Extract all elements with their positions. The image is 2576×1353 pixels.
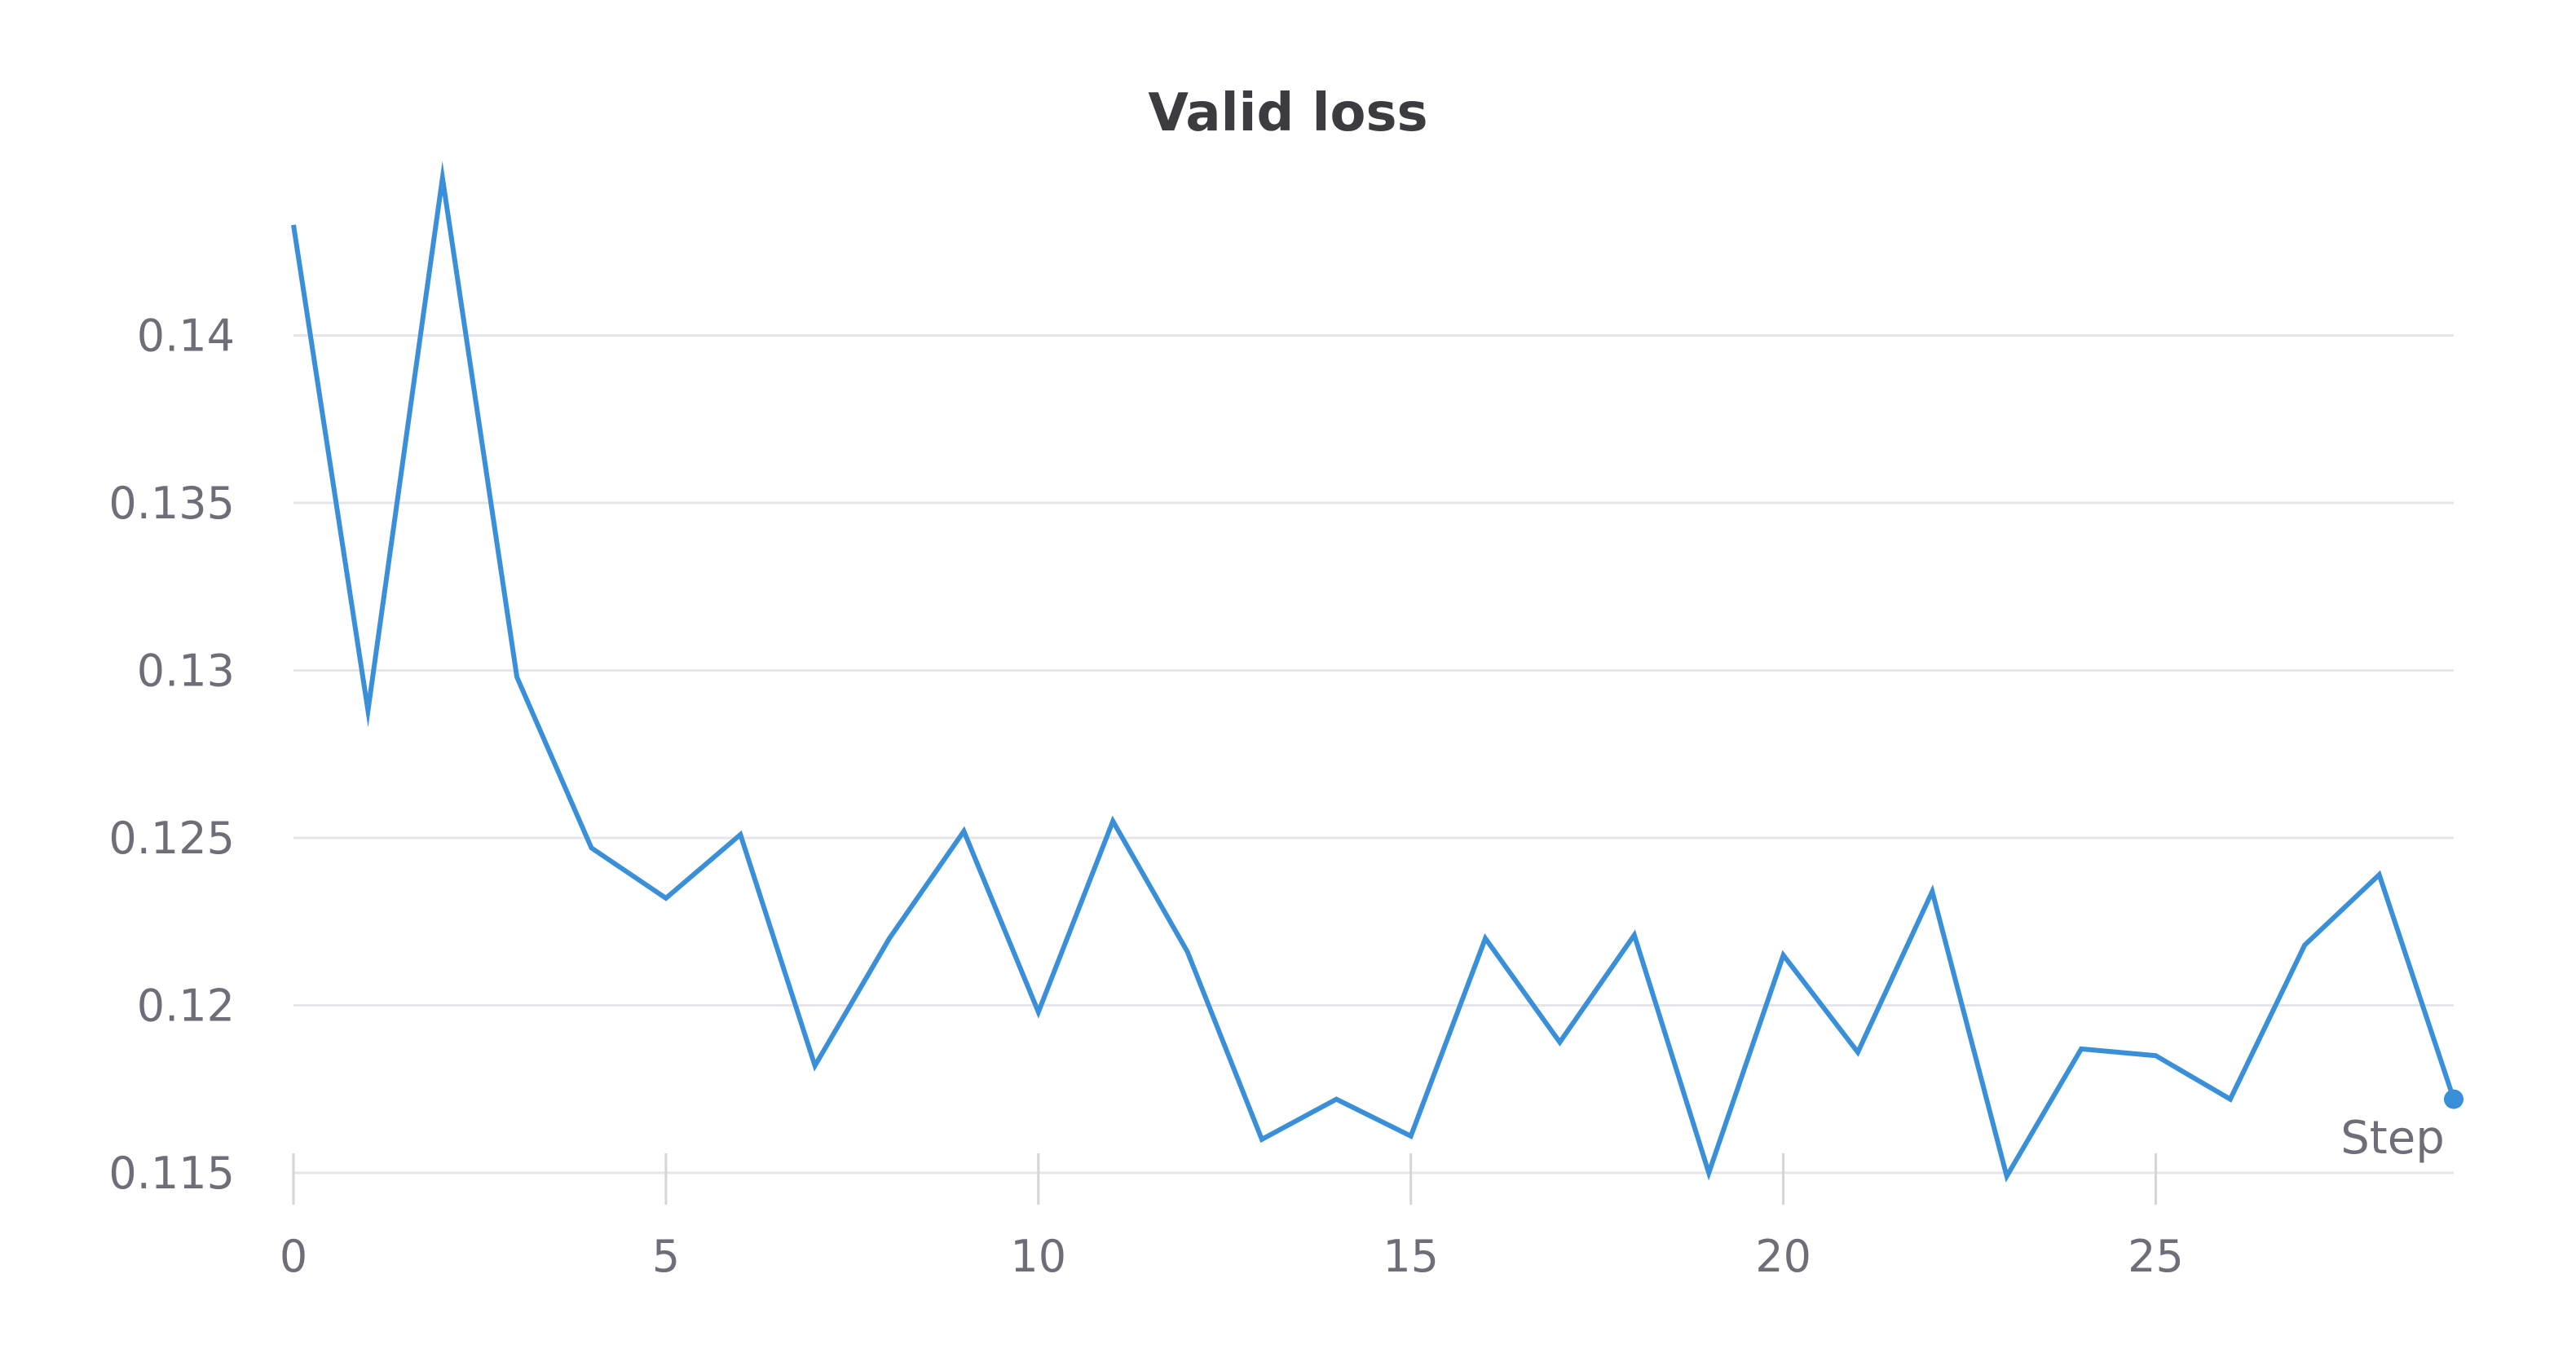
y-tick-label: 0.125 bbox=[108, 813, 235, 864]
chart-title: Valid loss bbox=[1148, 83, 1427, 143]
x-tick-label: 0 bbox=[280, 1231, 307, 1282]
x-axis-ticks: 0 5 10 15 20 25 bbox=[280, 1153, 2184, 1282]
x-tick-label: 10 bbox=[1010, 1231, 1066, 1282]
y-axis-ticks: 0.115 0.12 0.125 0.13 0.135 0.14 bbox=[108, 311, 235, 1200]
series-layer bbox=[291, 161, 2464, 1183]
gridlines bbox=[293, 334, 2454, 1175]
series-line bbox=[291, 161, 2456, 1183]
x-tick-label: 25 bbox=[2128, 1231, 2184, 1282]
y-tick-label: 0.115 bbox=[108, 1148, 235, 1199]
y-tick-label: 0.135 bbox=[108, 478, 235, 529]
x-axis-label: Step bbox=[2340, 1112, 2445, 1165]
x-tick-label: 5 bbox=[652, 1231, 680, 1282]
y-tick-label: 0.12 bbox=[137, 981, 235, 1032]
y-tick-label: 0.14 bbox=[137, 311, 235, 362]
y-tick-label: 0.13 bbox=[137, 646, 235, 697]
x-tick-label: 15 bbox=[1383, 1231, 1439, 1282]
last-point-marker bbox=[2444, 1089, 2464, 1109]
x-tick-label: 20 bbox=[1755, 1231, 1811, 1282]
